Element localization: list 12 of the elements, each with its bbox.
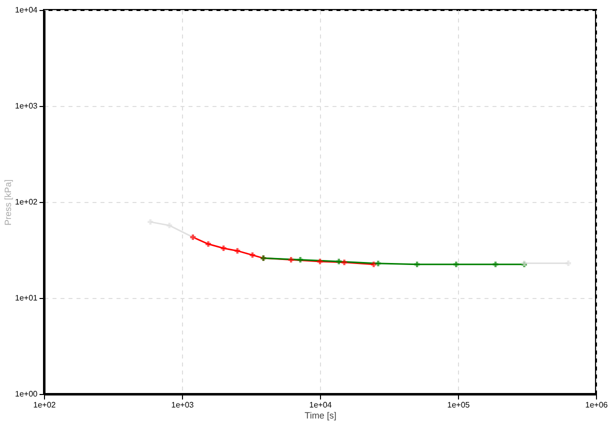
y-tick-label: 1e+00 bbox=[15, 390, 38, 398]
y-tick-label: 1e+03 bbox=[15, 102, 38, 110]
x-tick-label: 1e+03 bbox=[171, 400, 194, 410]
y-tick-label: 1e+02 bbox=[15, 198, 38, 206]
x-axis-title: Time [s] bbox=[304, 410, 336, 420]
x-tick-label: 1e+04 bbox=[309, 400, 332, 410]
x-tick-label: 1e+06 bbox=[585, 400, 608, 410]
y-tick-label: 1e+01 bbox=[15, 294, 38, 302]
y-axis-title: Press [kPa] bbox=[3, 179, 14, 226]
x-tick-label: 1e+02 bbox=[33, 400, 56, 410]
x-tick-label: 1e+05 bbox=[447, 400, 470, 410]
y-tick-label: 1e+04 bbox=[15, 6, 38, 14]
